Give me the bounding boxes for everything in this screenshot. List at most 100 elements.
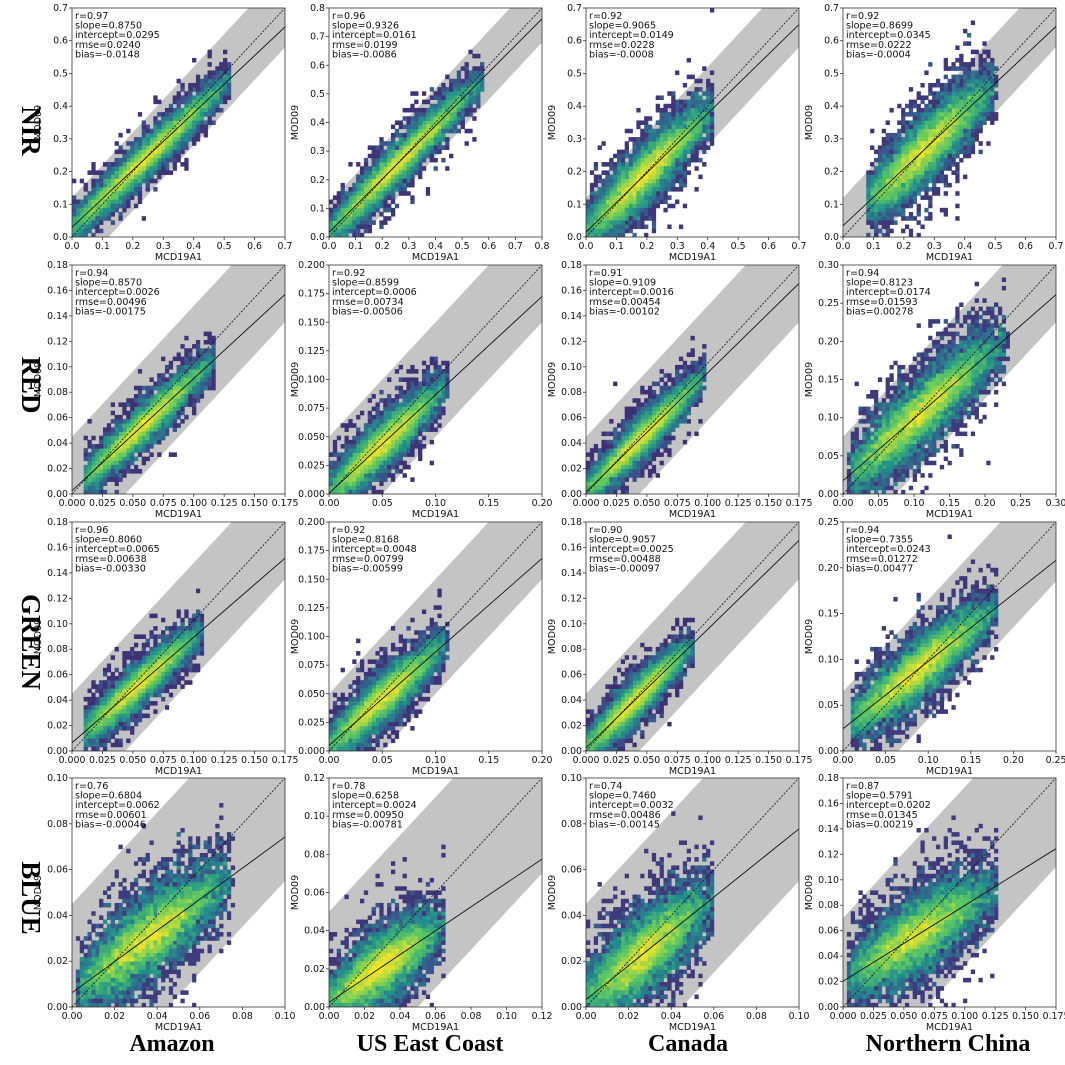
density-cell	[624, 170, 629, 175]
density-cell	[885, 157, 890, 163]
density-cell	[188, 389, 193, 395]
density-cell	[394, 456, 400, 462]
density-cell	[199, 103, 205, 109]
density-cell	[188, 373, 193, 378]
density-cell	[959, 57, 964, 63]
density-cell	[437, 91, 442, 96]
density-cell	[943, 107, 948, 113]
density-cell	[928, 385, 933, 391]
density-cell	[682, 141, 688, 146]
density-cell	[410, 398, 415, 403]
density-cell	[72, 220, 77, 225]
density-cell	[893, 182, 898, 188]
density-cell	[947, 91, 952, 96]
density-cell	[379, 212, 384, 217]
density-cell	[102, 170, 108, 175]
density-cell	[897, 178, 902, 184]
density-cell	[908, 414, 914, 420]
density-cell	[601, 170, 606, 175]
density-cell	[433, 107, 438, 113]
density-cell	[441, 103, 446, 109]
density-cell	[644, 410, 649, 416]
density-cell	[472, 137, 477, 142]
density-cell	[935, 116, 941, 121]
density-cell	[359, 473, 365, 478]
density-cell	[153, 439, 158, 445]
density-cell	[418, 170, 423, 175]
density-cell	[636, 423, 641, 428]
density-cell	[885, 187, 890, 192]
y-tick-label: 0.10	[561, 362, 582, 373]
x-tick-label: 0.7	[792, 241, 807, 252]
density-cell	[145, 182, 150, 188]
density-cell	[932, 389, 937, 395]
density-cell	[667, 116, 672, 121]
density-cell	[421, 377, 427, 382]
density-cell	[192, 373, 197, 378]
density-cell	[445, 360, 450, 366]
density-cell	[390, 182, 396, 188]
density-cell	[686, 57, 691, 63]
density-cell	[951, 62, 956, 67]
density-cell	[157, 99, 162, 105]
density-cell	[881, 414, 886, 420]
density-cell	[877, 207, 883, 213]
density-cell	[402, 394, 407, 399]
density-cell	[609, 477, 614, 482]
density-cell	[102, 444, 108, 449]
density-cell	[425, 137, 431, 142]
density-cell	[164, 419, 170, 424]
density-cell	[141, 162, 146, 167]
density-cell	[881, 232, 886, 237]
density-cell	[963, 145, 968, 150]
density-cell	[387, 141, 392, 146]
density-cell	[429, 95, 434, 100]
density-cell	[145, 149, 150, 155]
density-cell	[410, 419, 415, 424]
density-cell	[628, 431, 633, 437]
density-cell	[437, 414, 442, 420]
density-cell	[644, 132, 649, 138]
density-cell	[133, 410, 139, 416]
density-cell	[932, 141, 937, 146]
density-cell	[168, 112, 174, 117]
density-cell	[959, 398, 964, 403]
density-cell	[667, 174, 672, 180]
density-cell	[449, 91, 454, 96]
density-cell	[698, 419, 703, 424]
density-cell	[188, 369, 193, 374]
density-cell	[122, 195, 127, 200]
density-cell	[95, 481, 100, 487]
density-cell	[99, 187, 104, 192]
density-cell	[161, 166, 166, 171]
density-cell	[118, 431, 123, 437]
density-cell	[924, 112, 929, 117]
density-cell	[920, 174, 925, 180]
density-cell	[456, 128, 462, 134]
density-cell	[609, 182, 614, 188]
density-cell	[647, 187, 653, 192]
y-tick-label: 0.200	[298, 260, 325, 271]
density-cell	[659, 427, 664, 432]
density-cell	[145, 157, 150, 163]
density-cell	[640, 166, 645, 171]
panel-plot-area	[843, 8, 1056, 237]
x-tick-label: 0.000	[59, 498, 86, 509]
density-cell	[406, 394, 411, 399]
x-tick-label: 0.6	[481, 241, 496, 252]
density-cell	[429, 145, 434, 150]
density-cell	[363, 207, 369, 213]
density-cell	[75, 220, 81, 225]
density-cell	[904, 170, 910, 175]
density-cell	[951, 137, 956, 142]
density-cell	[437, 389, 442, 395]
density-cell	[609, 228, 614, 234]
density-cell	[947, 162, 952, 167]
stat-line: r=0.97	[75, 11, 108, 22]
density-cell	[176, 406, 181, 412]
density-cell	[586, 212, 591, 217]
density-cell	[137, 439, 143, 445]
density-cell	[106, 170, 112, 175]
density-cell	[83, 435, 88, 441]
density-cell	[901, 373, 906, 378]
